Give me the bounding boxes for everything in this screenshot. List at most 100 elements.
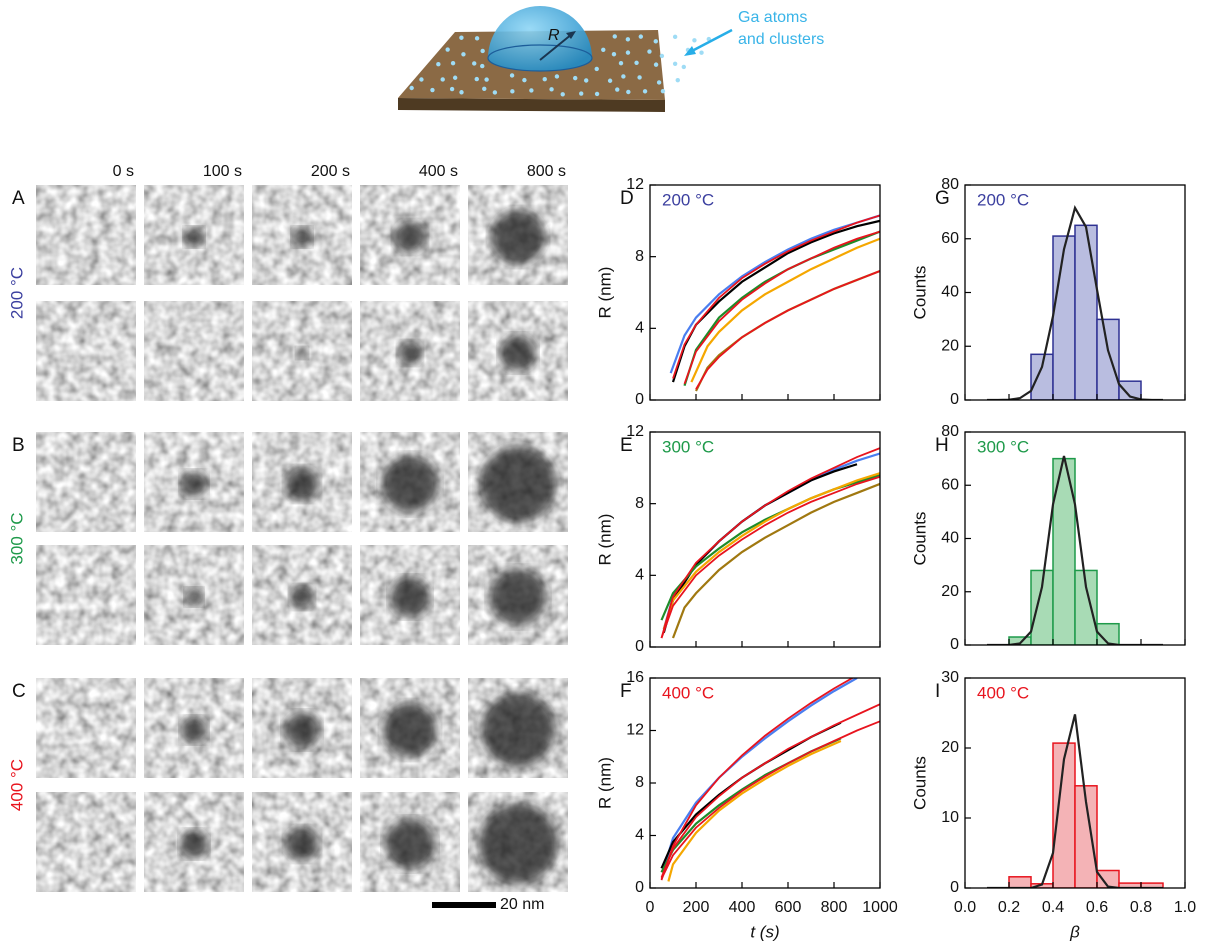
panel-letter: D (620, 188, 634, 209)
ga-atom (492, 90, 498, 95)
droplet (488, 6, 592, 71)
temperature-label: 300 °C (7, 512, 26, 564)
panel-letter: G (935, 188, 950, 209)
y-tick-label: 0 (950, 391, 959, 408)
panel-letter: B (12, 435, 25, 456)
ga-atom (440, 77, 445, 82)
plot-frame (649, 677, 881, 889)
nanoparticle (285, 827, 319, 861)
micrograph (360, 678, 460, 778)
y-tick-label: 0 (950, 879, 959, 896)
nanoparticle (184, 227, 204, 247)
ga-atom (672, 61, 678, 66)
histogram-bar (1074, 224, 1098, 400)
x-tick-label: 0.8 (1130, 899, 1152, 916)
x-tick-label: 0.6 (1086, 899, 1108, 916)
micrograph (36, 185, 136, 285)
ga-atom (647, 49, 652, 54)
temperature-label: 200 °C (7, 267, 26, 319)
ga-atom (474, 76, 479, 82)
ga-atom (626, 89, 631, 95)
data-line (695, 269, 880, 392)
micrograph (360, 301, 460, 401)
micrograph (144, 301, 244, 401)
annotation: 200 °C (662, 190, 714, 209)
nanoparticle (292, 227, 312, 247)
time-label: 100 s (203, 163, 242, 180)
data-line (660, 720, 880, 880)
time-label: 800 s (527, 163, 566, 180)
ga-atom (430, 87, 435, 93)
ga-atom (621, 74, 626, 79)
data-line (660, 737, 842, 873)
y-tick-label: 0 (635, 391, 644, 408)
micrograph (360, 545, 460, 645)
nanoparticle (382, 456, 438, 512)
data-line (667, 739, 842, 882)
ga-atom (459, 90, 464, 95)
histogram-bar (1030, 353, 1054, 400)
y-tick-label: 20 (941, 583, 959, 600)
ga-atom (573, 75, 578, 81)
ga-atom (472, 61, 477, 66)
ga-atom (594, 66, 599, 72)
callout-text: Ga atoms (738, 9, 807, 26)
fit-curve (987, 204, 1163, 400)
x-tick-label: 1000 (862, 899, 898, 916)
ga-atom (642, 89, 648, 94)
annotation: 400 °C (977, 683, 1029, 702)
y-tick-label: 0 (950, 636, 959, 653)
ga-atom (638, 34, 644, 39)
x-tick-label: 0.2 (998, 899, 1020, 916)
histogram-bar (1118, 380, 1142, 400)
ga-atom (672, 34, 678, 40)
ga-atom (612, 34, 617, 39)
micrograph (468, 678, 568, 778)
ga-atom (522, 77, 527, 83)
micrograph (468, 792, 568, 892)
annotation: 300 °C (977, 437, 1029, 456)
nanoparticle (185, 588, 203, 606)
ga-atom (510, 89, 515, 94)
y-tick-label: 8 (635, 495, 644, 512)
plot-frame (964, 677, 1186, 889)
micrograph (468, 185, 568, 285)
ga-atom (594, 91, 600, 97)
micrograph (36, 432, 136, 532)
panel-letter: E (620, 435, 633, 456)
callout-arrow (689, 28, 733, 54)
ga-atom (509, 73, 515, 78)
micrograph (36, 301, 136, 401)
data-line (690, 237, 880, 383)
data-line (672, 214, 880, 379)
annotation: 400 °C (662, 683, 714, 702)
panel-letter: H (935, 435, 949, 456)
x-axis-label: t (s) (750, 922, 779, 941)
y-tick-label: 40 (941, 284, 959, 301)
plot-area (987, 455, 1163, 645)
ga-atom (607, 78, 613, 83)
y-tick-label: 0 (635, 879, 644, 896)
micrograph (360, 792, 460, 892)
ga-atom (560, 92, 565, 97)
micrograph-image (36, 301, 136, 401)
y-axis-label: Counts (910, 266, 929, 320)
plot-area (987, 204, 1163, 400)
y-tick-label: 10 (941, 809, 959, 826)
micrograph (468, 301, 568, 401)
ga-atom (615, 87, 620, 92)
data-line (660, 678, 855, 881)
plot-area (987, 714, 1164, 888)
data-line (683, 230, 880, 385)
chart: 0 10 20 30 0.0 0.2 0.4 0.6 0.8 1.0 Counts β I 400 °C (910, 669, 1196, 941)
micrograph (144, 792, 244, 892)
nanoparticle (296, 347, 308, 359)
y-axis-label: R (nm) (595, 757, 614, 809)
data-line (671, 482, 880, 639)
y-tick-label: 12 (626, 423, 644, 440)
micrograph (252, 678, 352, 778)
micrograph-image (36, 185, 136, 285)
y-tick-label: 4 (635, 320, 644, 337)
y-tick-label: 40 (941, 530, 959, 547)
ga-atom (625, 50, 631, 55)
